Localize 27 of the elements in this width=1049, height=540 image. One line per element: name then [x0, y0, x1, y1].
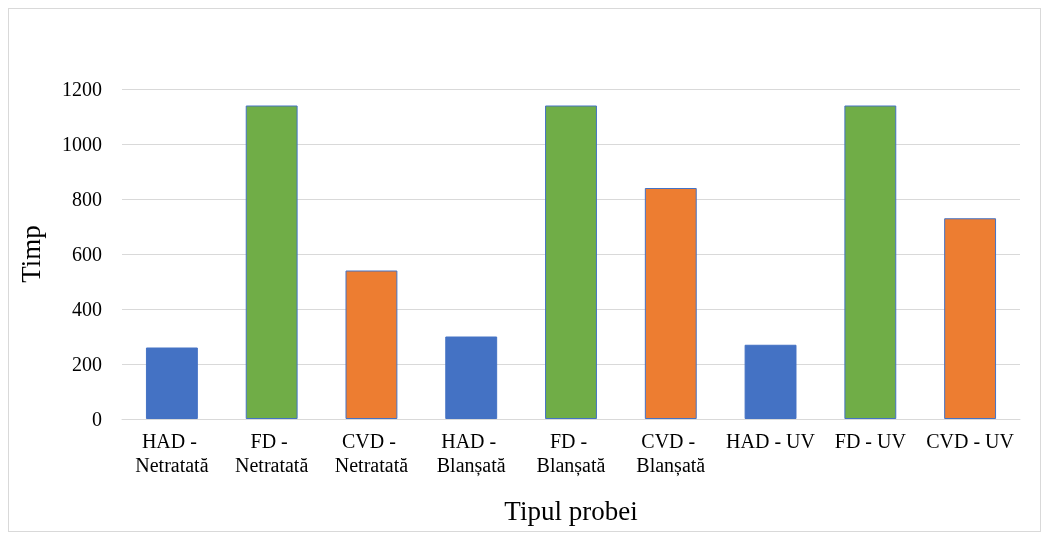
- bar: [844, 105, 897, 419]
- y-axis-title: Timp: [15, 225, 46, 283]
- y-tick-label: 1200: [62, 78, 102, 100]
- bar: [245, 105, 298, 419]
- y-tick-label: 200: [72, 353, 102, 375]
- y-tick-label: 400: [72, 298, 102, 320]
- bar: [345, 270, 398, 419]
- bar: [145, 347, 198, 419]
- bar: [545, 105, 597, 419]
- x-tick-label: FD - Netratată: [235, 430, 309, 476]
- x-tick-label: CVD - Blanșată: [636, 430, 706, 477]
- x-tick-label: HAD - Netratată: [135, 430, 209, 476]
- x-tick-label: CVD - UV: [926, 430, 1015, 452]
- x-tick-label: CVD - Netratată: [334, 430, 409, 476]
- bar: [644, 188, 697, 419]
- x-tick-label: HAD - Blanșată: [436, 430, 506, 477]
- bar: [744, 344, 797, 419]
- bar: [944, 218, 997, 419]
- bar: [445, 336, 498, 419]
- y-tick-label: 0: [92, 408, 102, 430]
- y-tick-label: 1000: [62, 133, 102, 155]
- x-tick-label: FD - UV: [834, 430, 907, 452]
- y-tick-label: 800: [72, 188, 102, 210]
- x-axis-title: Tipul probei: [504, 495, 638, 526]
- x-tick-label: FD - Blanșată: [536, 430, 606, 477]
- y-tick-label: 600: [72, 243, 102, 265]
- x-tick-label: HAD - UV: [726, 430, 816, 452]
